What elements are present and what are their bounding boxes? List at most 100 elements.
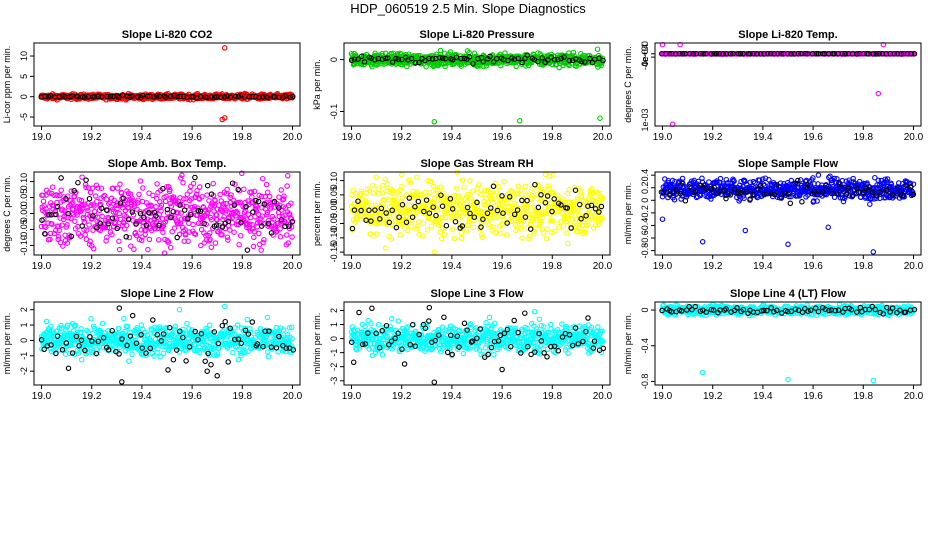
data-point [397,232,403,238]
data-point [251,234,257,241]
data-point [375,186,381,192]
data-point [399,183,405,190]
y-axis-label: ml/min per min. [2,313,12,375]
x-tick-label: 19.6 [492,132,512,143]
data-point [427,190,433,196]
data-point-selected [487,53,493,60]
data-point [408,224,414,230]
data-point [461,184,467,190]
data-point [129,351,135,358]
data-point [481,63,487,70]
data-point-selected [83,177,89,183]
data-point-selected [192,174,198,181]
data-point [58,187,64,193]
data-point [424,227,431,233]
data-point-selected [490,59,497,65]
x-tick-label: 19.8 [854,132,874,143]
data-point [467,196,474,202]
data-point [815,172,822,178]
data-point [467,178,473,184]
x-tick-label: 19.4 [132,132,152,143]
data-point-selected [255,198,262,205]
data-point [172,323,179,330]
data-point-selected [163,94,169,101]
outlier-point [221,45,228,51]
data-point-selected [505,57,511,64]
data-point-selected [211,94,218,101]
data-point [87,189,94,196]
data-point-selected [787,200,794,207]
data-point-selected [79,223,85,229]
data-point-selected [348,57,355,64]
data-point-selected [180,93,187,100]
data-point [184,320,190,327]
x-tick-label: 19.6 [803,132,823,143]
data-point [121,315,127,322]
data-point [404,227,411,234]
data-point [519,235,525,241]
data-point-selected [566,57,573,64]
x-tick-label: 19.4 [132,261,152,272]
outlier-point [242,90,248,97]
x-tick-label: 19.6 [182,261,202,272]
data-point-selected [259,94,266,100]
y-axis-label: degrees C per min. [2,175,12,252]
panel-title: Slope Li-820 CO2 [122,29,212,41]
y-tick-label: 5 [19,74,29,79]
data-point [564,230,570,236]
data-point-selected [246,93,253,100]
data-point [283,232,290,238]
data-point-selected [151,94,157,100]
data-point [458,235,465,242]
data-point [556,223,562,230]
outlier-point [699,239,706,245]
data-point-selected [442,55,449,62]
data-point [522,183,529,190]
data-point-selected [282,93,288,99]
data-point-selected [264,94,271,101]
y-tick-label: 1e-03 [640,108,650,131]
data-point-selected [154,93,160,99]
data-point [204,192,210,198]
data-point [160,350,167,357]
data-point [706,179,712,185]
data-point [380,182,386,189]
data-point [99,213,105,220]
data-point [416,218,422,225]
data-point [266,193,273,200]
data-point-selected [244,247,251,253]
data-point-selected [458,55,464,62]
data-point [493,189,500,195]
data-point [453,185,460,191]
data-point [145,246,151,253]
data-point [150,192,156,199]
data-point [258,247,264,253]
data-point [140,185,146,191]
data-point-selected [249,93,255,100]
data-point [513,227,519,233]
data-point [564,240,571,247]
data-point-selected [208,94,215,100]
outlier-point [516,118,523,124]
data-point-selected [470,60,476,67]
panel-title: Slope Line 2 Flow [121,288,214,300]
x-tick-label: 19.4 [753,132,773,143]
data-point [154,181,160,187]
data-point-selected [519,59,525,66]
data-point [115,325,122,332]
data-point [459,177,466,183]
data-point-selected [439,55,446,61]
data-point [867,201,873,207]
data-point [155,237,162,243]
data-point [196,184,203,190]
outlier-point [870,249,877,255]
x-tick-label: 19.4 [753,261,773,272]
data-point [546,186,552,192]
outlier-point [219,116,225,123]
x-tick-label: 19.0 [653,261,673,272]
data-point [247,214,254,221]
data-point-selected [551,56,558,63]
panel-title: Slope Sample Flow [738,158,839,170]
data-point [227,227,233,233]
